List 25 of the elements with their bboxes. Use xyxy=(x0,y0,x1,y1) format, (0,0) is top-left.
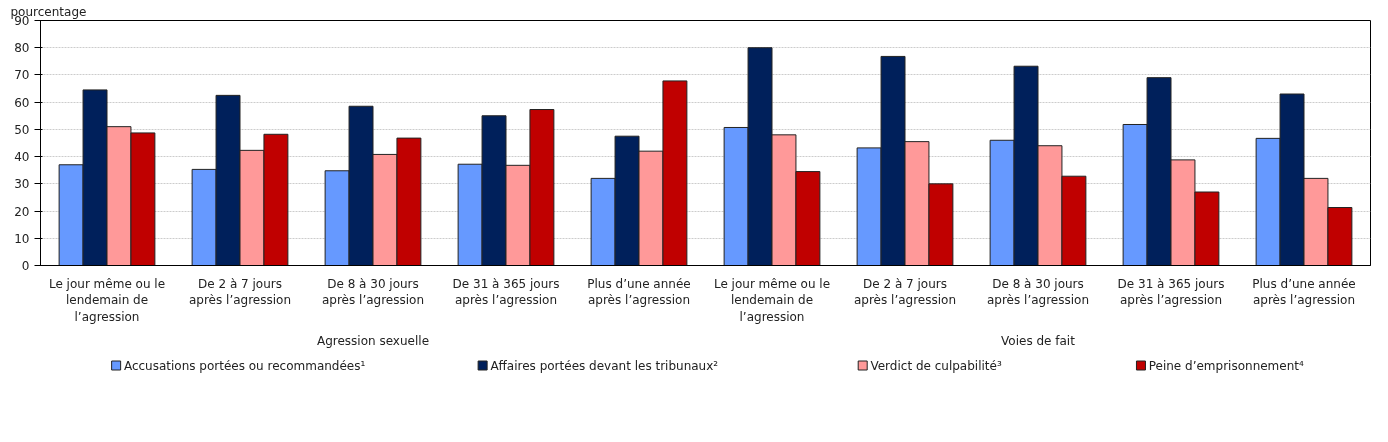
x-tick-label: De 31 à 365 jours après l’agression xyxy=(452,276,560,308)
x-tick-label: Le jour même ou le lendemain de l’agression xyxy=(48,276,166,325)
x-tick-label: Plus d’une année après l’agression xyxy=(587,276,691,308)
x-tick-label: Plus d’une année après l’agression xyxy=(1252,276,1356,308)
text: Voies de fait xyxy=(1001,333,1076,348)
x-tick-label: Le jour même ou le lendemain de l’agression xyxy=(713,276,831,325)
y-tick-label: 70 xyxy=(14,68,30,83)
y-tick-label: 50 xyxy=(14,122,30,137)
legend-label: Affaires portées devant les tribunaux² xyxy=(490,358,719,373)
y-tick-label: 0 xyxy=(21,259,30,273)
legend-label: Accusations portées ou recommandées¹ xyxy=(123,358,366,373)
text: Agression sexuelle xyxy=(316,333,430,348)
legend-label: Verdict de culpabilité³ xyxy=(870,358,1002,373)
y-tick-label: 30 xyxy=(14,177,30,192)
x-tick-label: De 8 à 30 jours après l’agression xyxy=(321,276,425,308)
y-tick-label: 20 xyxy=(14,204,30,219)
x-tick-label: De 2 à 7 jours après l’agression xyxy=(853,276,957,308)
legend-label: Peine d’emprisonnement⁴ xyxy=(1148,358,1304,373)
x-tick-label: De 8 à 30 jours après l’agression xyxy=(986,276,1090,308)
y-tick-label: 10 xyxy=(14,231,30,246)
x-tick-label: De 2 à 7 jours après l’agression xyxy=(188,276,292,308)
y-tick-label: 80 xyxy=(14,41,30,56)
y-tick-label: 40 xyxy=(14,150,30,165)
x-tick-label: De 31 à 365 jours après l’agression xyxy=(1117,276,1225,308)
y-tick-label: 60 xyxy=(14,95,30,110)
